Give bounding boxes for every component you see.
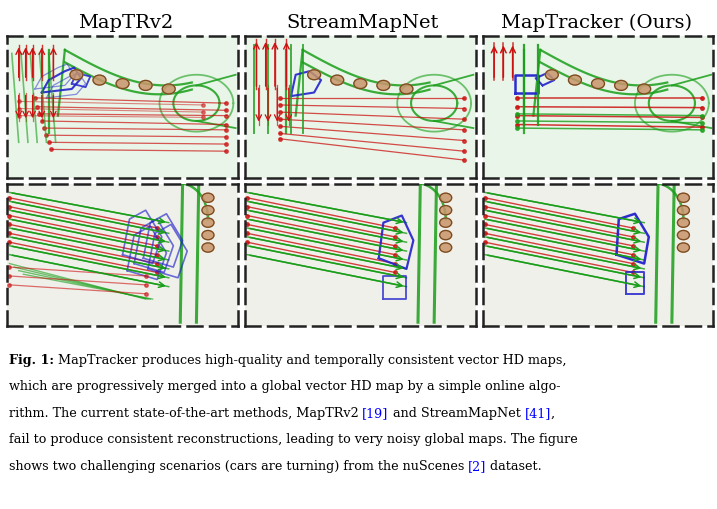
Circle shape [569,75,581,85]
Circle shape [202,243,214,252]
Circle shape [440,218,452,228]
Text: fail to produce consistent reconstructions, leading to very noisy global maps. T: fail to produce consistent reconstructio… [9,433,577,446]
Circle shape [93,75,106,85]
Circle shape [70,70,83,80]
Text: ,: , [551,407,555,420]
Text: MapTracker produces high-quality and temporally consistent vector HD maps,: MapTracker produces high-quality and tem… [54,354,566,367]
Circle shape [202,206,214,215]
Circle shape [678,243,690,252]
Circle shape [400,84,413,94]
Circle shape [440,206,452,215]
Circle shape [308,70,320,80]
Circle shape [377,80,390,91]
Text: MapTracker (Ours): MapTracker (Ours) [501,14,692,32]
Circle shape [546,70,559,80]
Circle shape [139,80,152,91]
Circle shape [614,80,627,91]
Text: dataset.: dataset. [486,460,542,473]
Circle shape [678,231,690,240]
Circle shape [678,206,690,215]
Circle shape [678,218,690,228]
Text: [41]: [41] [525,407,551,420]
Text: MapTRv2: MapTRv2 [78,14,173,32]
Circle shape [637,84,650,94]
Text: Fig. 1:: Fig. 1: [9,354,54,367]
Circle shape [440,193,452,203]
Circle shape [162,84,175,94]
Text: [2]: [2] [468,460,486,473]
Circle shape [678,193,690,203]
Circle shape [202,231,214,240]
Circle shape [592,79,604,89]
Circle shape [440,243,452,252]
Circle shape [331,75,343,85]
Text: [19]: [19] [362,407,389,420]
Circle shape [353,79,367,89]
Text: StreamMapNet: StreamMapNet [286,14,438,32]
Text: shows two challenging scenarios (cars are turning) from the nuScenes: shows two challenging scenarios (cars ar… [9,460,468,473]
Circle shape [202,193,214,203]
Circle shape [440,231,452,240]
Circle shape [202,218,214,228]
Text: and StreamMapNet: and StreamMapNet [389,407,525,420]
Text: rithm. The current state-of-the-art methods, MapTRv2: rithm. The current state-of-the-art meth… [9,407,362,420]
Text: which are progressively merged into a global vector HD map by a simple online al: which are progressively merged into a gl… [9,380,560,393]
Circle shape [116,79,129,89]
